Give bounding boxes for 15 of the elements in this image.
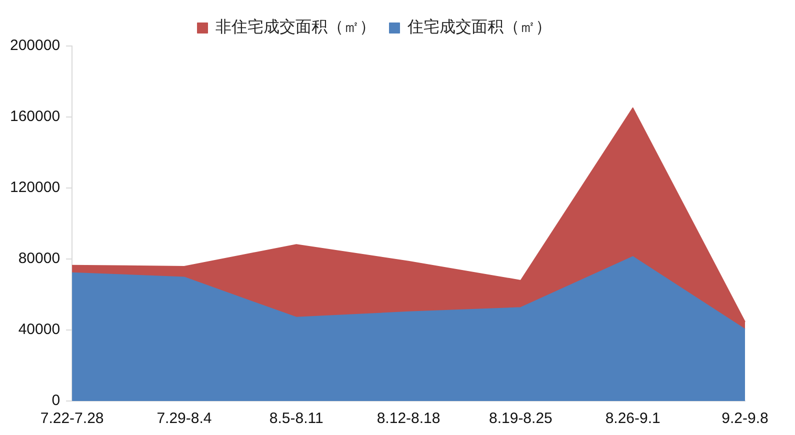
x-tick-label: 8.26-9.1 [605,410,660,428]
y-tick-label: 80000 [18,250,60,268]
y-tick-label: 120000 [10,179,60,196]
legend-label: 住宅成交面积（㎡） [406,17,552,36]
x-tick-label: 8.5-8.11 [269,410,324,428]
y-tick-label: 200000 [10,37,60,54]
x-tick-label: 8.19-8.25 [488,410,552,428]
x-tick-label: 7.29-8.4 [156,410,212,428]
y-tick-label: 160000 [10,108,60,126]
x-tick-label: 7.22-7.28 [40,410,104,428]
x-tick-label: 8.12-8.18 [376,410,440,428]
legend-label: 非住宅成交面积（㎡） [216,17,376,36]
y-tick-label: 40000 [18,321,60,338]
y-tick-label: 0 [52,392,60,410]
x-tick-label: 9.2-9.8 [722,410,768,428]
